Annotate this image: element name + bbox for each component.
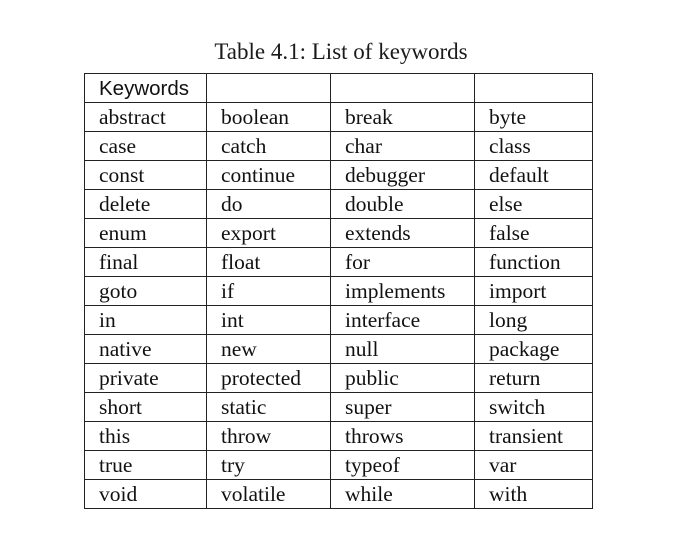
keyword-cell: public	[330, 363, 475, 393]
keyword-cell: new	[206, 334, 331, 364]
keyword-cell: interface	[330, 305, 475, 335]
keyword-cell: float	[206, 247, 331, 277]
table-caption: Table 4.1: List of keywords	[214, 39, 468, 64]
keyword-cell: native	[84, 334, 207, 364]
keyword-cell: throw	[206, 421, 331, 451]
keyword-cell: with	[474, 479, 593, 509]
table-header-row: Keywords	[84, 73, 593, 103]
keyword-cell: super	[330, 392, 475, 422]
keyword-cell: abstract	[84, 102, 207, 132]
keyword-cell: function	[474, 247, 593, 277]
table-row: abstract boolean break byte	[84, 102, 593, 132]
keyword-cell: null	[330, 334, 475, 364]
keyword-cell: boolean	[206, 102, 331, 132]
table-row: private protected public return	[84, 363, 593, 393]
keyword-cell: typeof	[330, 450, 475, 480]
keyword-cell: int	[206, 305, 331, 335]
keyword-cell: final	[84, 247, 207, 277]
table-row: short static super switch	[84, 392, 593, 422]
keyword-cell: export	[206, 218, 331, 248]
keyword-cell: false	[474, 218, 593, 248]
table-row: native new null package	[84, 334, 593, 364]
table-row: goto if implements import	[84, 276, 593, 306]
keyword-cell: in	[84, 305, 207, 335]
header-cell	[206, 73, 331, 103]
keyword-cell: static	[206, 392, 331, 422]
keyword-cell: long	[474, 305, 593, 335]
keyword-cell: default	[474, 160, 593, 190]
keyword-cell: goto	[84, 276, 207, 306]
table-row: const continue debugger default	[84, 160, 593, 190]
table-row: void volatile while with	[84, 479, 593, 509]
keyword-cell: var	[474, 450, 593, 480]
keyword-cell: volatile	[206, 479, 331, 509]
keyword-cell: else	[474, 189, 593, 219]
table-row: this throw throws transient	[84, 421, 593, 451]
keyword-cell: throws	[330, 421, 475, 451]
keyword-cell: class	[474, 131, 593, 161]
keywords-table: Keywords abstract boolean break byte case catc…	[84, 73, 593, 509]
keyword-cell: protected	[206, 363, 331, 393]
keyword-cell: enum	[84, 218, 207, 248]
table-row: case catch char class	[84, 131, 593, 161]
keyword-cell: delete	[84, 189, 207, 219]
keyword-cell: debugger	[330, 160, 475, 190]
keyword-cell: for	[330, 247, 475, 277]
keyword-cell: break	[330, 102, 475, 132]
keyword-cell: continue	[206, 160, 331, 190]
keyword-cell: catch	[206, 131, 331, 161]
keywords-table-body: Keywords abstract boolean break byte case catc…	[84, 73, 593, 509]
keyword-cell: while	[330, 479, 475, 509]
table-row: enum export extends false	[84, 218, 593, 248]
table-row: in int interface long	[84, 305, 593, 335]
table-row: delete do double else	[84, 189, 593, 219]
keyword-cell: import	[474, 276, 593, 306]
keyword-cell: implements	[330, 276, 475, 306]
keyword-cell: if	[206, 276, 331, 306]
header-cell	[474, 73, 593, 103]
keyword-cell: void	[84, 479, 207, 509]
keyword-cell: private	[84, 363, 207, 393]
keyword-cell: char	[330, 131, 475, 161]
keyword-cell: this	[84, 421, 207, 451]
keyword-cell: transient	[474, 421, 593, 451]
keyword-cell: const	[84, 160, 207, 190]
table-row: true try typeof var	[84, 450, 593, 480]
table-row: final float for function	[84, 247, 593, 277]
keyword-cell: do	[206, 189, 331, 219]
keyword-cell: try	[206, 450, 331, 480]
keyword-cell: switch	[474, 392, 593, 422]
header-cell: Keywords	[84, 73, 207, 103]
keyword-cell: byte	[474, 102, 593, 132]
keyword-cell: return	[474, 363, 593, 393]
keyword-cell: case	[84, 131, 207, 161]
keyword-cell: true	[84, 450, 207, 480]
keyword-cell: short	[84, 392, 207, 422]
keyword-cell: extends	[330, 218, 475, 248]
keyword-cell: package	[474, 334, 593, 364]
keyword-cell: double	[330, 189, 475, 219]
header-cell	[330, 73, 475, 103]
